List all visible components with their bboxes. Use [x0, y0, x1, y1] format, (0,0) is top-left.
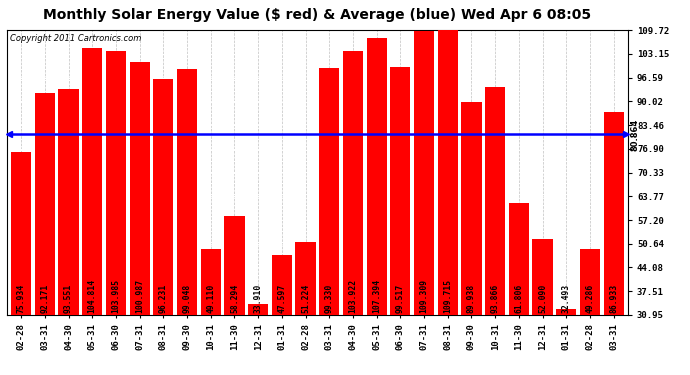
Bar	[462, 102, 482, 315]
Text: 51.224: 51.224	[301, 284, 310, 313]
Bar	[82, 48, 102, 315]
Bar	[177, 69, 197, 315]
Text: 49.286: 49.286	[586, 284, 595, 313]
Bar	[224, 216, 244, 315]
Bar	[248, 304, 268, 315]
Bar	[153, 79, 173, 315]
Text: 33.910: 33.910	[254, 284, 263, 313]
Bar	[343, 51, 363, 315]
Text: 61.806: 61.806	[514, 284, 524, 313]
Text: Copyright 2011 Cartronics.com: Copyright 2011 Cartronics.com	[10, 34, 141, 43]
Text: 100.987: 100.987	[135, 279, 144, 313]
Text: 99.517: 99.517	[396, 284, 405, 313]
Bar	[437, 30, 458, 315]
Text: 92.171: 92.171	[40, 284, 49, 313]
Bar	[580, 249, 600, 315]
Text: 109.309: 109.309	[420, 279, 428, 313]
Bar	[130, 62, 150, 315]
Text: 93.551: 93.551	[64, 284, 73, 313]
Text: 99.048: 99.048	[183, 284, 192, 313]
Text: 103.985: 103.985	[111, 279, 121, 313]
Text: 47.597: 47.597	[277, 284, 286, 313]
Bar	[556, 309, 576, 315]
Bar	[34, 93, 55, 315]
Bar	[391, 67, 411, 315]
Text: Monthly Solar Energy Value ($ red) & Average (blue) Wed Apr 6 08:05: Monthly Solar Energy Value ($ red) & Ave…	[43, 8, 591, 21]
Text: 52.090: 52.090	[538, 284, 547, 313]
Text: 80.864: 80.864	[631, 118, 640, 150]
Bar	[295, 242, 315, 315]
Text: 103.922: 103.922	[348, 279, 357, 313]
Bar	[509, 203, 529, 315]
Bar	[604, 112, 624, 315]
Bar	[59, 88, 79, 315]
Bar	[106, 51, 126, 315]
Bar	[485, 87, 505, 315]
Text: 58.294: 58.294	[230, 284, 239, 313]
Text: 86.933: 86.933	[609, 284, 618, 313]
Bar	[201, 249, 221, 315]
Bar	[533, 238, 553, 315]
Text: 99.330: 99.330	[325, 284, 334, 313]
Bar	[414, 32, 434, 315]
Bar	[366, 38, 386, 315]
Text: 93.866: 93.866	[491, 284, 500, 313]
Text: 49.110: 49.110	[206, 284, 215, 313]
Text: 75.934: 75.934	[17, 284, 26, 313]
Text: 32.493: 32.493	[562, 284, 571, 313]
Text: 107.394: 107.394	[372, 279, 381, 313]
Bar	[272, 255, 292, 315]
Text: 89.938: 89.938	[467, 284, 476, 313]
Text: 109.715: 109.715	[443, 279, 452, 313]
Text: 104.814: 104.814	[88, 279, 97, 313]
Text: 96.231: 96.231	[159, 284, 168, 313]
Bar	[319, 68, 339, 315]
Bar	[11, 152, 31, 315]
